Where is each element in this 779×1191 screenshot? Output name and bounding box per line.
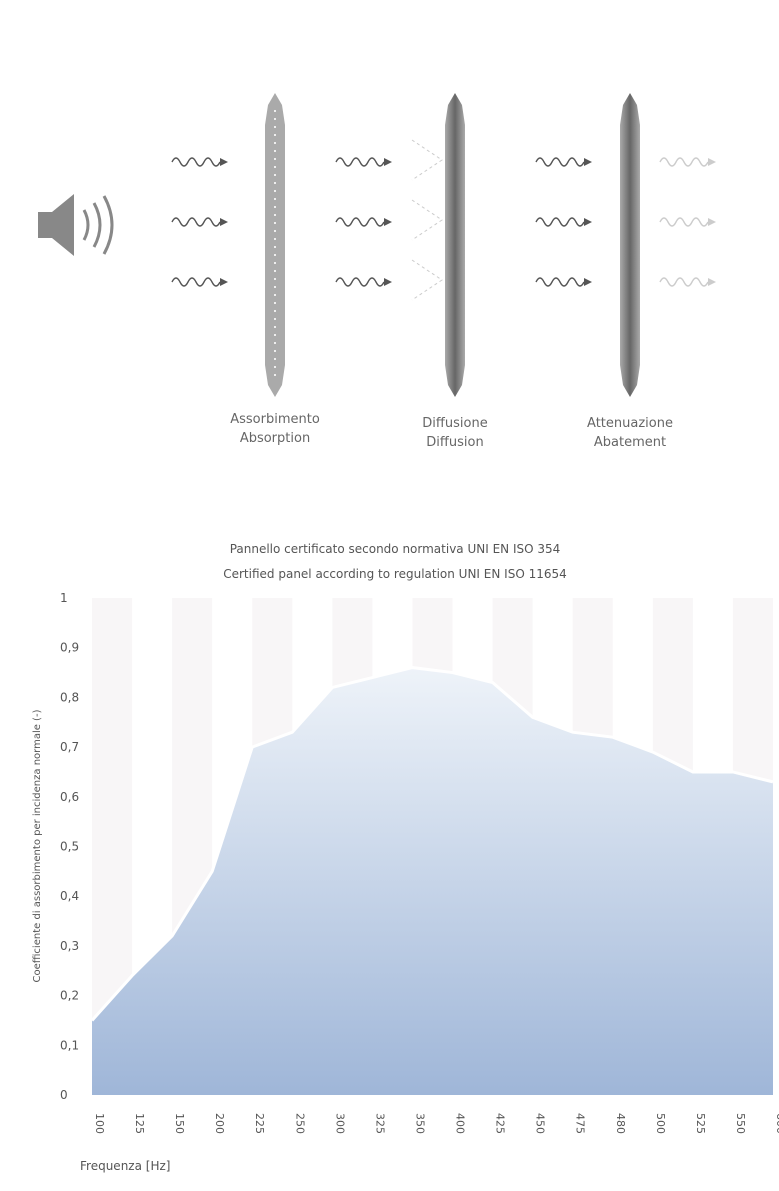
- y-tick-label: 0,1: [60, 1038, 79, 1052]
- sound-icon: [82, 195, 114, 255]
- speaker-icon: [38, 194, 74, 256]
- x-tick-label: 300: [333, 1113, 346, 1134]
- y-tick-label: 0,3: [60, 939, 79, 953]
- y-tick-label: 0,9: [60, 641, 79, 655]
- y-tick-label: 1: [60, 591, 68, 605]
- panel-absorption: [265, 93, 285, 397]
- diagram: Assorbimento Absorption Diffusione Diffu…: [38, 93, 717, 450]
- x-tick-label: 550: [734, 1113, 747, 1134]
- panel-label: Diffusione: [422, 416, 487, 431]
- panel-abatement: [620, 93, 640, 397]
- reflections: [411, 139, 443, 301]
- y-tick-label: 0,4: [60, 889, 79, 903]
- y-tick-label: 0,6: [60, 790, 79, 804]
- x-tick-label: 475: [574, 1113, 587, 1134]
- panel-label: Absorption: [240, 431, 310, 446]
- x-tick-label: 250: [293, 1113, 306, 1134]
- x-tick-label: 480: [614, 1113, 627, 1134]
- x-tick-label: 100: [93, 1113, 106, 1134]
- y-tick-label: 0,7: [60, 740, 79, 754]
- x-tick-label: 225: [253, 1113, 266, 1134]
- y-axis-label: Coefficiente di assorbimento per inciden…: [32, 709, 43, 982]
- panel-label: Assorbimento: [230, 412, 320, 427]
- y-tick-label: 0,5: [60, 840, 79, 854]
- area: [92, 667, 773, 1095]
- x-tick-label: 325: [373, 1113, 386, 1134]
- panel-label: Abatement: [594, 435, 666, 450]
- area-outline: [90, 666, 774, 1022]
- y-tick-label: 0,8: [60, 690, 79, 704]
- x-axis-label: Frequenza [Hz]: [80, 1159, 170, 1173]
- x-tick-label: 600: [774, 1113, 779, 1134]
- x-tick-label: 125: [133, 1113, 146, 1134]
- x-tick-label: 350: [413, 1113, 426, 1134]
- x-tick-label: 525: [694, 1113, 707, 1134]
- x-tick-label: 400: [454, 1113, 467, 1134]
- x-tick-label: 200: [213, 1113, 226, 1134]
- x-tick-label: 425: [494, 1113, 507, 1134]
- panel-label: Attenuazione: [587, 416, 673, 431]
- x-tick-label: 450: [534, 1113, 547, 1134]
- x-tick-label: 150: [173, 1113, 186, 1134]
- panel-label: Diffusion: [426, 435, 483, 450]
- panel-diffusion: [445, 93, 465, 397]
- y-tick-label: 0: [60, 1088, 68, 1102]
- y-tick-label: 0,2: [60, 989, 79, 1003]
- chart-subtitle: Certified panel according to regulation …: [223, 567, 567, 581]
- chart-title: Pannello certificato secondo normativa U…: [230, 542, 561, 556]
- x-tick-label: 500: [654, 1113, 667, 1134]
